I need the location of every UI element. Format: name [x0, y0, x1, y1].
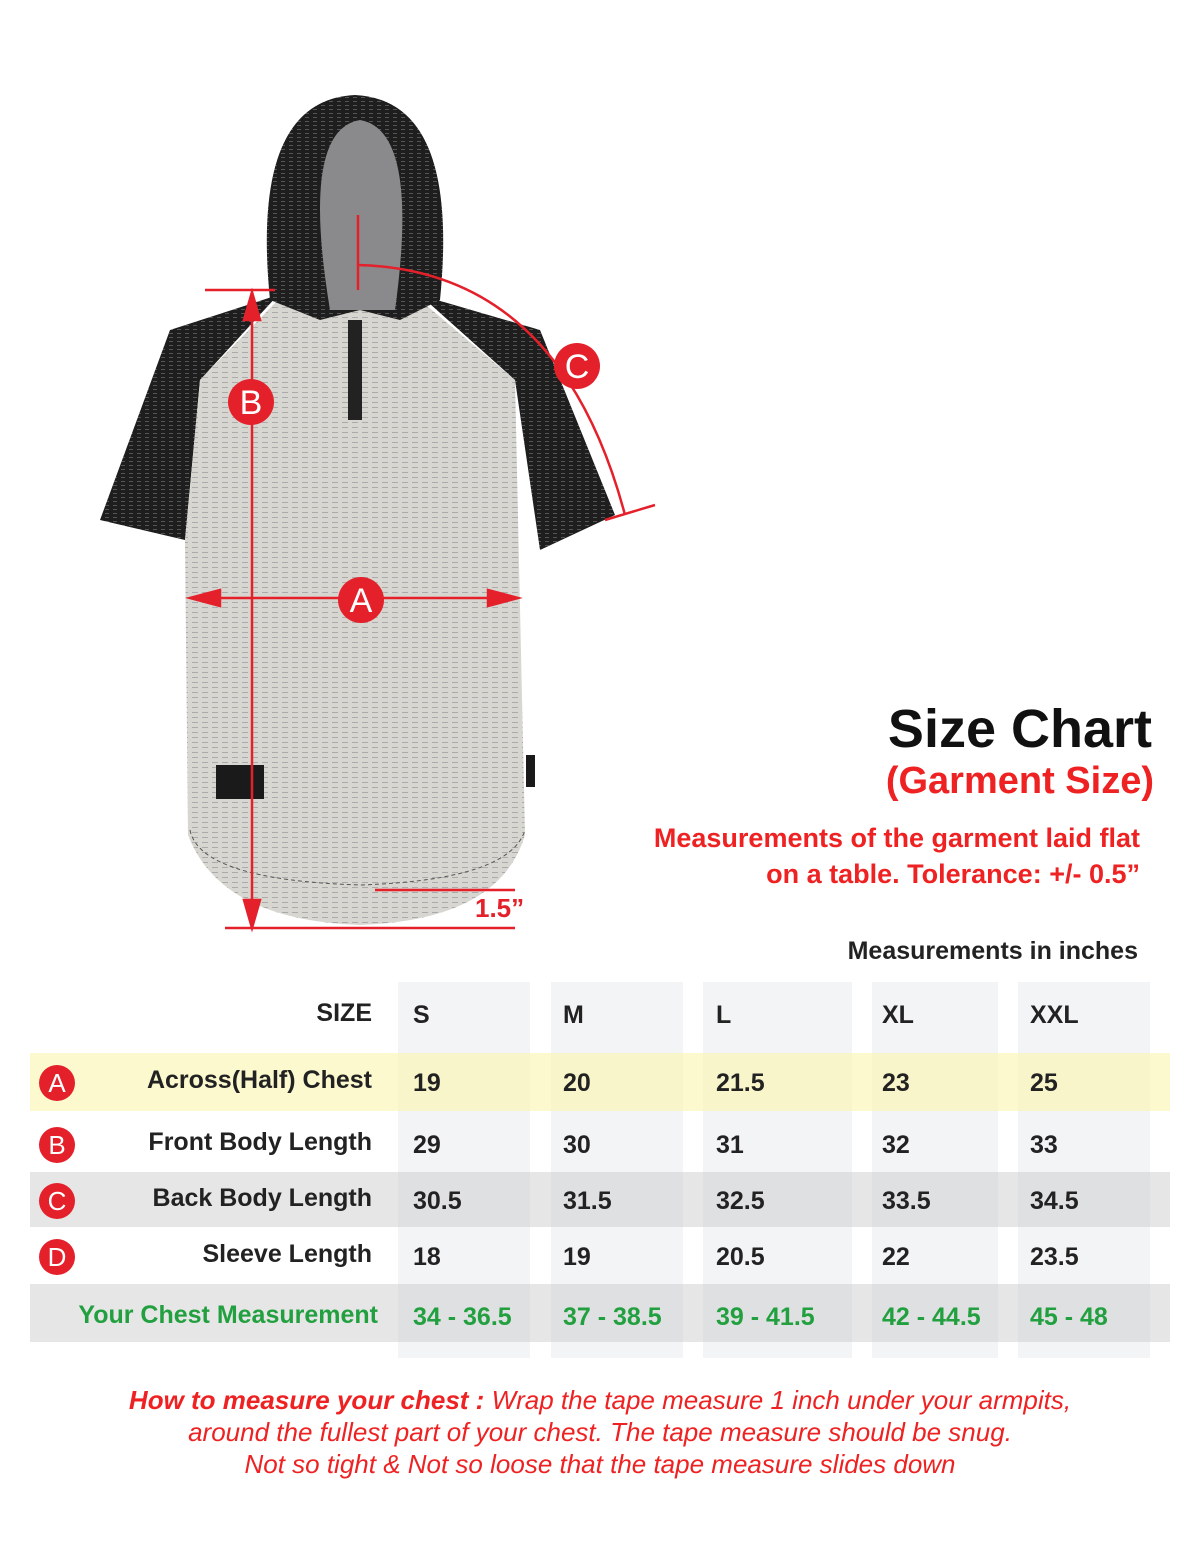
table-cell: 20.5: [716, 1243, 765, 1271]
badge-a: A: [39, 1065, 75, 1101]
table-cell: 22: [882, 1243, 910, 1271]
marker-c: C: [565, 348, 590, 386]
how-to-line-3: Not so tight & Not so loose that the tap…: [244, 1449, 956, 1479]
row-label: Back Body Length: [152, 1184, 372, 1212]
size-xl: XL: [882, 1001, 914, 1029]
table-cell: 23.5: [1030, 1243, 1079, 1271]
chest-cell: 45 - 48: [1030, 1303, 1108, 1331]
table-cell: 30: [563, 1131, 591, 1159]
table-cell: 19: [563, 1243, 591, 1271]
table-cell: 21.5: [716, 1069, 765, 1097]
table-cell: 32.5: [716, 1187, 765, 1215]
hood-lining: [320, 120, 403, 310]
badge-b: B: [39, 1127, 75, 1163]
note-line-1: Measurements of the garment laid flat: [653, 823, 1140, 853]
how-to-lead: How to measure your chest :: [128, 1385, 485, 1415]
row-label: Front Body Length: [148, 1128, 372, 1156]
table-cell: 32: [882, 1131, 910, 1159]
table-cell: 31.5: [563, 1187, 612, 1215]
table-cell: 33.5: [882, 1187, 931, 1215]
table-cell: 29: [413, 1131, 441, 1159]
table-cell: 34.5: [1030, 1187, 1079, 1215]
how-to-line-2: around the fullest part of your chest. T…: [188, 1417, 1012, 1447]
measurement-note: Measurements of the garment laid flat on…: [520, 820, 1140, 892]
size-header: SIZE: [316, 999, 372, 1027]
hem-drop-label: 1.5”: [475, 893, 525, 923]
chest-label: Your Chest Measurement: [78, 1301, 378, 1329]
garment-diagram: B A C: [100, 95, 656, 933]
chest-cell: 42 - 44.5: [882, 1303, 981, 1331]
table-cell: 33: [1030, 1131, 1058, 1159]
badge-d: D: [39, 1239, 75, 1275]
table-cell: 19: [413, 1069, 441, 1097]
row-label: Across(Half) Chest: [146, 1066, 372, 1094]
how-to-measure: How to measure your chest : Wrap the tap…: [0, 1384, 1200, 1480]
units-label: Measurements in inches: [847, 937, 1138, 965]
page-title: Size Chart: [887, 699, 1152, 759]
size-xxl: XXL: [1030, 1001, 1079, 1029]
note-line-2: on a table. Tolerance: +/- 0.5”: [766, 859, 1140, 889]
size-s: S: [413, 1001, 430, 1029]
table-cell: 25: [1030, 1069, 1058, 1097]
how-to-line-1: Wrap the tape measure 1 inch under your …: [484, 1385, 1072, 1415]
badge-c: C: [39, 1183, 75, 1219]
table-cell: 18: [413, 1243, 441, 1271]
chest-cell: 37 - 38.5: [563, 1303, 662, 1331]
chest-cell: 34 - 36.5: [413, 1303, 512, 1331]
marker-a: A: [350, 582, 373, 620]
marker-b: B: [240, 384, 263, 422]
chest-cell: 39 - 41.5: [716, 1303, 815, 1331]
sleeve-right: [420, 295, 615, 550]
table-cell: 23: [882, 1069, 910, 1097]
size-l: L: [716, 1001, 732, 1029]
table-cell: 20: [563, 1069, 591, 1097]
table-cell: 31: [716, 1131, 744, 1159]
row-label: Sleeve Length: [202, 1240, 373, 1268]
table-cell: 30.5: [413, 1187, 462, 1215]
marker-badges: B A C: [228, 343, 600, 623]
size-m: M: [563, 1001, 584, 1029]
page-subtitle: (Garment Size): [885, 760, 1154, 802]
sleeve-left: [100, 295, 278, 540]
